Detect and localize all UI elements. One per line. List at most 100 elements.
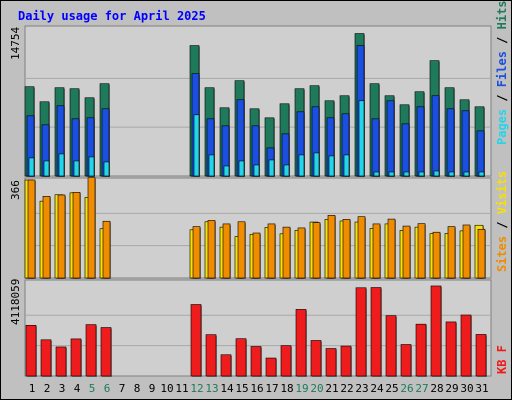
sites-bar-day-13 [207, 220, 216, 279]
day-label-1: 1 [29, 382, 36, 395]
kbytes-legend-label: KB F [495, 345, 509, 374]
visits-panel-max-label: 366 [9, 180, 22, 200]
pages-bar-day-1 [28, 157, 35, 177]
sites-bar-day-20 [312, 222, 321, 279]
sites-bar-day-23 [357, 216, 366, 279]
kbytes-bar-day-3 [55, 346, 67, 377]
pages-bar-day-20 [313, 152, 320, 177]
kbytes-bar-day-16 [250, 346, 262, 377]
kbytes-bar-day-29 [445, 321, 457, 377]
pages-bar-day-19 [298, 154, 305, 177]
sites-bar-day-25 [387, 218, 396, 279]
sites-bar-day-19 [297, 227, 306, 279]
kbytes-bar-day-5 [85, 324, 97, 377]
day-label-15: 15 [235, 382, 248, 395]
day-label-26: 26 [400, 382, 413, 395]
day-label-18: 18 [280, 382, 293, 395]
files-bar-day-25 [386, 100, 395, 177]
kbytes-bar-day-24 [370, 287, 382, 377]
sites-bar-day-18 [282, 226, 291, 279]
day-label-12: 12 [190, 382, 203, 395]
pages-bar-day-22 [343, 154, 350, 177]
sites-bar-day-28 [432, 231, 441, 279]
kbytes-bar-day-21 [325, 348, 337, 377]
pages-bar-day-4 [73, 160, 80, 177]
pages-bar-day-13 [208, 154, 215, 177]
files-bar-day-31 [476, 130, 485, 177]
day-label-29: 29 [445, 382, 458, 395]
sites-bar-day-16 [252, 232, 261, 279]
kbytes-bar-day-18 [280, 345, 292, 377]
kbytes-bar-day-2 [40, 339, 52, 377]
pages-bar-day-2 [43, 160, 50, 177]
sites-bar-day-30 [462, 224, 471, 279]
sites-legend-label: Sites [495, 236, 509, 272]
kbytes-bar-day-1 [25, 324, 37, 377]
pages-bar-day-12 [193, 114, 200, 177]
pages-bar-day-21 [328, 155, 335, 177]
visits-legend-label: Visits [495, 171, 509, 214]
sites-bar-day-17 [267, 223, 276, 279]
kbytes-bar-day-27 [415, 323, 427, 377]
kbytes-bar-day-31 [475, 334, 487, 377]
kbytes-bar-day-22 [340, 345, 352, 377]
kbytes-bar-day-17 [265, 357, 277, 377]
sites-bar-day-5 [87, 177, 96, 279]
pages-bar-day-15 [238, 160, 245, 177]
sites-bar-day-21 [327, 215, 336, 279]
hits-bars [24, 33, 490, 178]
day-label-11: 11 [175, 382, 188, 395]
visits-panel-legend: Sites / Visits [495, 171, 509, 272]
files-bar-day-24 [371, 118, 380, 177]
day-label-9: 9 [149, 382, 156, 395]
kbytes-bar-day-30 [460, 314, 472, 377]
sites-bar-day-6 [102, 220, 111, 279]
day-label-23: 23 [355, 382, 368, 395]
sites-bar-day-27 [417, 223, 426, 279]
sites-bar-day-3 [57, 194, 66, 279]
pages-bar-day-14 [223, 165, 230, 177]
sites-bar-day-15 [237, 221, 246, 279]
kbytes-panel-max-label: 4118059 [9, 279, 22, 325]
day-label-25: 25 [385, 382, 398, 395]
files-bar-day-30 [461, 110, 470, 177]
kbytes-bar-day-26 [400, 344, 412, 377]
kbytes-bar-day-14 [220, 354, 232, 377]
pages-bar-day-30 [463, 171, 470, 177]
day-label-13: 13 [205, 382, 218, 395]
pages-bar-day-29 [448, 171, 455, 177]
sites-bar-day-4 [72, 192, 81, 279]
day-label-20: 20 [310, 382, 323, 395]
pages-bar-day-27 [418, 171, 425, 177]
visits-bars [24, 177, 490, 279]
day-label-22: 22 [340, 382, 353, 395]
day-label-19: 19 [295, 382, 308, 395]
day-label-30: 30 [460, 382, 473, 395]
files-legend-label: Files [495, 51, 509, 87]
hits-legend-label: Hits [495, 0, 509, 29]
files-bar-day-27 [416, 106, 425, 177]
sites-bar-day-29 [447, 226, 456, 279]
pages-bar-day-24 [373, 171, 380, 177]
day-label-4: 4 [74, 382, 81, 395]
kbytes-bar-day-4 [70, 338, 82, 377]
day-label-27: 27 [415, 382, 428, 395]
pages-bar-day-16 [253, 164, 260, 177]
kbytes-bar-day-28 [430, 285, 442, 377]
files-bar-day-29 [446, 108, 455, 177]
day-label-8: 8 [134, 382, 141, 395]
sites-bar-day-31 [477, 228, 486, 279]
kbytes-bar-day-6 [100, 327, 112, 377]
day-label-31: 31 [475, 382, 488, 395]
pages-bar-day-3 [58, 153, 65, 177]
sites-bar-day-1 [27, 179, 36, 279]
day-label-5: 5 [89, 382, 96, 395]
day-label-24: 24 [370, 382, 384, 395]
files-bar-day-28 [431, 95, 440, 177]
pages-bar-day-26 [403, 171, 410, 177]
hits-panel-legend: Pages / Files / Hits [495, 0, 509, 145]
pages-bar-day-5 [88, 156, 95, 177]
day-label-14: 14 [220, 382, 234, 395]
pages-bar-day-23 [358, 100, 365, 177]
